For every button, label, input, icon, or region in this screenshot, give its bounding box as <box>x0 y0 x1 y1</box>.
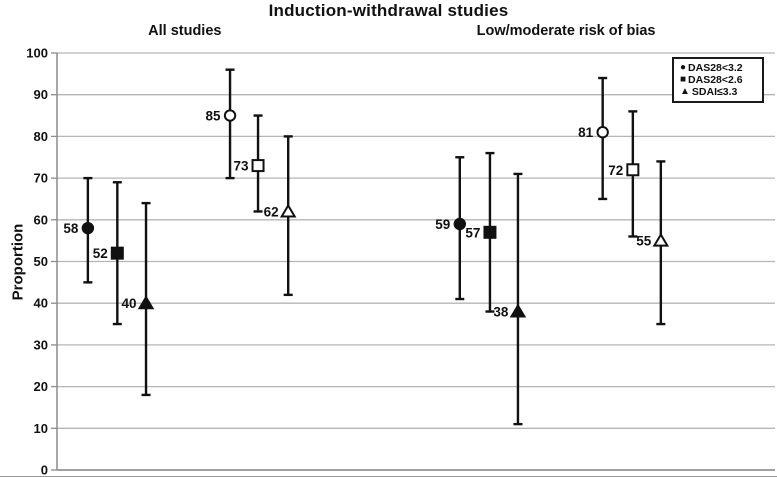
value-label: 58 <box>63 221 79 236</box>
y-tick-label: 80 <box>34 129 48 144</box>
y-tick-label: 50 <box>34 254 48 269</box>
filled-circle-icon: ● <box>680 62 687 73</box>
group-label-low-moderate-risk: Low/moderate risk of bias <box>476 23 656 39</box>
y-tick-label: 60 <box>34 212 48 227</box>
y-tick-label: 70 <box>34 171 48 186</box>
y-tick-label: 10 <box>34 421 48 436</box>
value-label: 72 <box>608 163 623 178</box>
value-label: 52 <box>93 246 108 261</box>
group-label-all-studies: All studies <box>148 23 222 39</box>
y-tick-label: 20 <box>34 379 48 394</box>
y-tick-label: 90 <box>34 87 48 102</box>
legend-item-sdai-3-3: ▲ SDAI≤3.3 <box>680 86 760 98</box>
legend-label: DAS28<2.6 <box>688 74 743 86</box>
y-tick-label: 100 <box>26 46 48 61</box>
legend-label: SDAI≤3.3 <box>691 86 738 98</box>
filled-triangle-marker <box>509 303 527 318</box>
value-label: 62 <box>264 204 279 219</box>
open-triangle-marker <box>279 203 297 218</box>
y-tick-label: 0 <box>41 463 48 477</box>
open-triangle-marker <box>652 232 670 247</box>
legend-label: DAS28<3.2 <box>688 62 743 74</box>
value-label: 57 <box>465 225 480 240</box>
value-label: 59 <box>435 217 450 232</box>
y-tick-label: 30 <box>34 337 48 352</box>
value-label: 38 <box>493 305 509 320</box>
filled-circle-marker <box>453 217 466 231</box>
chart-title: Induction-withdrawal studies <box>268 1 509 20</box>
filled-square-marker <box>110 246 124 260</box>
value-label: 73 <box>234 159 250 174</box>
legend-item-das28-3-2: ● DAS28<3.2 <box>680 62 760 74</box>
legend-item-das28-2-6: ■ DAS28<2.6 <box>680 74 760 86</box>
open-square-marker <box>251 159 265 173</box>
open-circle-marker <box>596 126 609 139</box>
filled-circle-marker <box>81 221 95 235</box>
filled-square-icon: ■ <box>680 74 687 85</box>
value-label: 40 <box>122 296 137 311</box>
filled-triangle-marker <box>137 295 155 310</box>
y-tick-label: 40 <box>34 296 48 311</box>
open-circle-marker <box>223 109 237 122</box>
open-square-marker <box>626 163 640 177</box>
filled-square-marker <box>483 225 497 239</box>
value-label: 81 <box>578 125 594 140</box>
value-label: 85 <box>206 109 222 124</box>
value-label: 55 <box>636 234 652 249</box>
filled-triangle-icon: ▲ <box>680 86 690 97</box>
legend: ● DAS28<3.2 ■ DAS28<2.6 ▲ SDAI≤3.3 <box>672 57 764 103</box>
